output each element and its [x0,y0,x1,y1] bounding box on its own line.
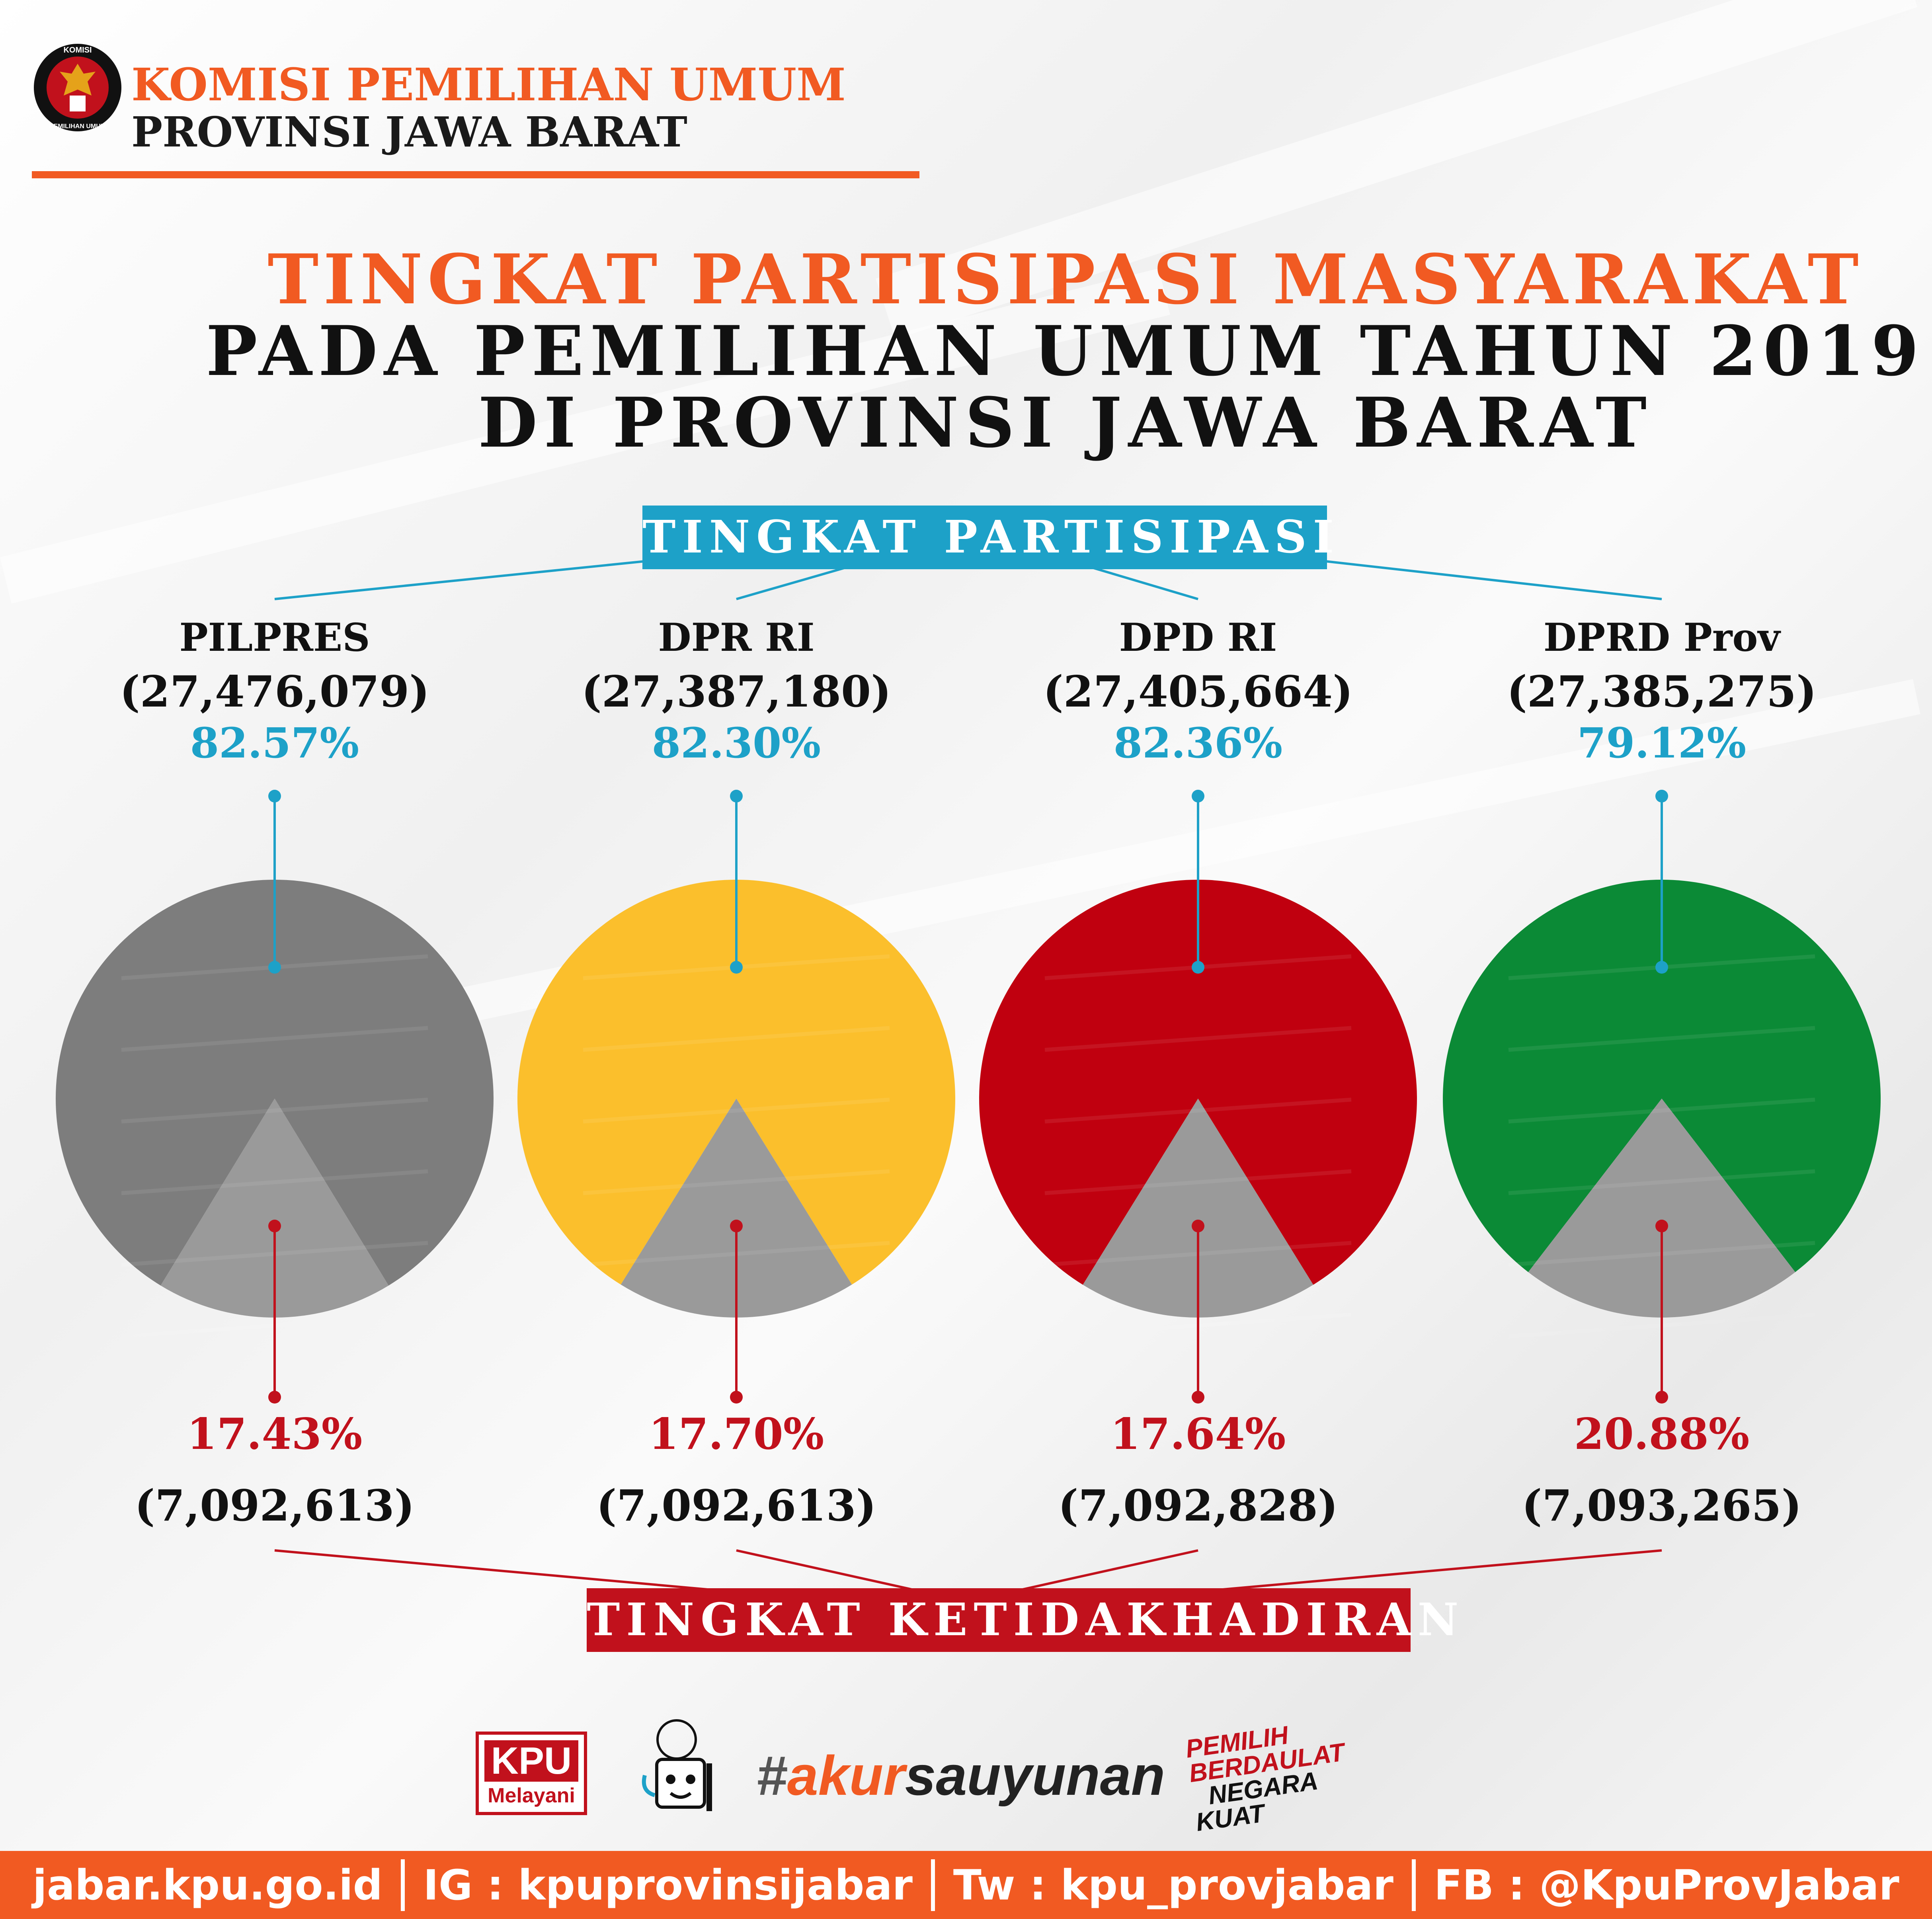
instagram-link[interactable]: IG : kpuprovinsijabar [423,1860,913,1909]
absence-pct-label: 17.64% [1110,1409,1286,1459]
kpu-emblem-icon: KOMISI PEMILIHAN UMUM [34,44,121,131]
absence-pct-label: 17.43% [187,1409,363,1459]
akur-sauyunan-hashtag: #akursauyunan [756,1743,1165,1808]
participation-slice [1443,879,1881,1272]
participation-slice [517,880,955,1285]
participation-connector-line [1325,560,1662,600]
pie-texture-stroke [1044,1097,1352,1124]
absence-pointer-dot [1192,1391,1204,1404]
absence-pct-label: 20.88% [1574,1409,1750,1459]
absence-slice [160,1099,389,1318]
participation-pct-label: 82.57% [190,718,359,767]
title-line3: DI PROVINSI JAWA BARAT [478,382,1653,463]
absence-connector-line [1019,1549,1198,1591]
absence-connector-line [1214,1549,1662,1591]
participation-slice [979,879,1417,1285]
participation-count-label: (27,387,180) [581,667,892,717]
absence-slice [1528,1099,1795,1318]
pie-texture-stroke [1044,1169,1352,1195]
pie-texture-stroke [1044,1026,1352,1052]
hashtag-symbol: # [756,1744,787,1807]
kpu-melayani-logo-text: KPU [484,1740,578,1782]
website-link[interactable]: jabar.kpu.go.id [33,1860,383,1909]
participation-pointer-dot [1655,790,1668,802]
absence-count-label: (7,092,613) [596,1481,876,1531]
absence-pointer-dot [730,1391,743,1404]
participation-pointer-dot [268,961,281,974]
absence-pointer-dot [268,1220,281,1232]
participation-pct-label: 82.36% [1113,718,1283,767]
pie-texture-stroke [583,1169,890,1195]
social-footer: jabar.kpu.go.id IG : kpuprovinsijabar Tw… [0,1851,1932,1919]
hashtag-akur: akur [787,1744,905,1807]
campaign-logos: KPU Melayani #akursauyunan PEMILIH BERDA… [0,1708,1932,1843]
pie-texture-stroke [1508,1026,1815,1052]
absence-pointer-dot [268,1391,281,1404]
participation-pct-label: 79.12% [1577,718,1747,767]
absence-count-label: (7,092,613) [135,1481,415,1531]
absence-count-label: (7,092,828) [1058,1481,1338,1531]
participation-banner: TINGKAT PARTISIPASI [642,506,1334,569]
footer-divider [1411,1859,1416,1911]
org-name-line1: KOMISI PEMILIHAN UMUM [131,59,846,111]
participation-pointer-dot [268,790,281,802]
mascot-ballot-box-icon [642,1719,712,1811]
participation-pointer-dot [730,961,743,974]
pie-texture-stroke [121,1026,428,1052]
participation-connector-line [274,560,645,600]
participation-pointer-dot [1192,790,1204,802]
footer-divider [931,1859,935,1911]
kpu-melayani-logo: KPU Melayani [476,1732,587,1815]
footer-divider [401,1859,405,1911]
participation-pointer-dot [1655,961,1668,974]
participation-slice [56,880,494,1286]
absence-slice [1083,1099,1313,1318]
pie-texture-stroke [1508,1169,1815,1195]
absence-pointer-dot [730,1220,743,1232]
participation-pct-label: 82.30% [652,718,821,767]
kpu-melayani-logo-subtext: Melayani [488,1784,575,1807]
pie-texture-stroke [121,1097,428,1124]
pie-texture-stroke [1508,1097,1815,1124]
pie-texture-stroke [583,1097,890,1124]
emblem-top-text: KOMISI [63,46,92,55]
emblem-bottom-text: PEMILIHAN UMUM [49,123,106,130]
absence-pointer-dot [1655,1220,1668,1232]
pie-texture-stroke [121,1169,428,1195]
title-line2: PADA PEMILIHAN UMUM TAHUN 2019 [206,310,1925,391]
series-name-label: DPD RI [1119,615,1277,660]
series-name-label: PILPRES [179,615,370,660]
twitter-link[interactable]: Tw : kpu_provjabar [953,1860,1393,1909]
absence-pointer-dot [1192,1220,1204,1232]
title-line1: TINGKAT PARTISIPASI MASYARAKAT [267,239,1864,320]
org-name-line2: PROVINSI JAWA BARAT [131,107,687,156]
participation-pointer-dot [1192,961,1204,974]
series-name-label: DPRD Prov [1543,615,1780,660]
absence-count-label: (7,093,265) [1522,1481,1802,1531]
participation-pointer-dot [730,790,743,802]
absence-slice [621,1099,852,1318]
participation-count-label: (27,476,079) [119,667,430,717]
pemilih-berdaulat-logo: PEMILIH BERDAULAT NEGARA KUAT [1184,1719,1346,1837]
facebook-link[interactable]: FB : @KpuProvJabar [1434,1860,1899,1909]
absence-pointer-dot [1655,1391,1668,1404]
participation-count-label: (27,385,275) [1507,667,1817,717]
pie-texture-stroke [583,1026,890,1052]
series-name-label: DPR RI [658,615,815,660]
participation-count-label: (27,405,664) [1043,667,1353,717]
header-divider [32,171,919,178]
absence-connector-line [736,1549,916,1591]
hashtag-sauyunan: sauyunan [905,1744,1165,1807]
absence-pct-label: 17.70% [648,1409,824,1459]
absence-banner: TINGKAT KETIDAKHADIRAN [587,1588,1458,1652]
absence-connector-line [274,1549,717,1591]
